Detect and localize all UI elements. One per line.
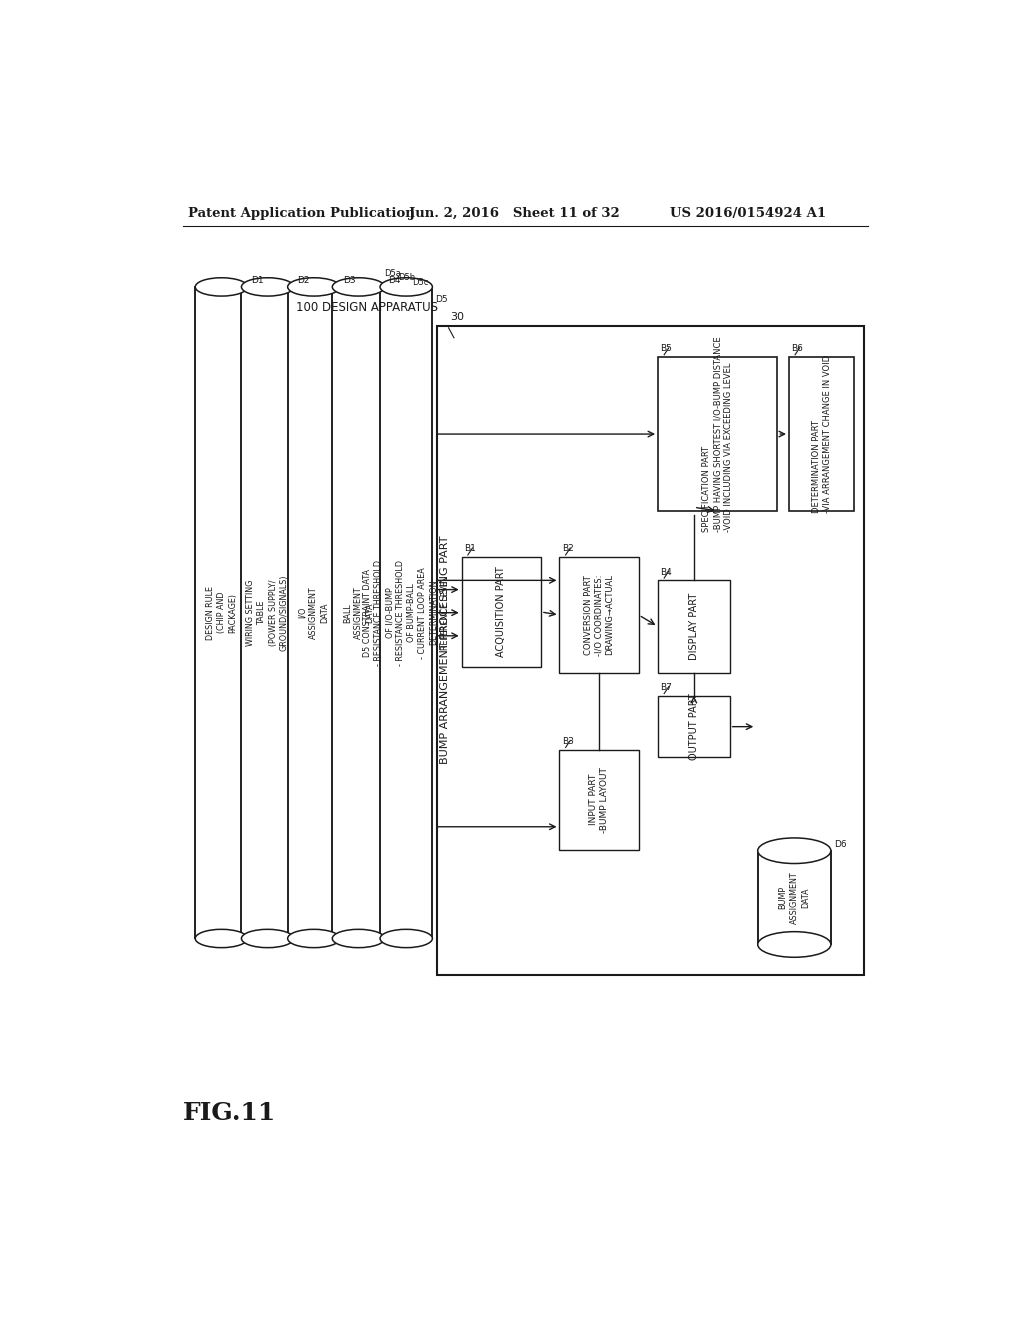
- Text: D5a: D5a: [384, 268, 400, 277]
- Text: WIRING SETTING
TABLE
(POWER SUPPLY/
GROUND/SIGNALS): WIRING SETTING TABLE (POWER SUPPLY/ GROU…: [247, 574, 289, 651]
- Text: BUMP ARRANGEMENT PROCESSING PART: BUMP ARRANGEMENT PROCESSING PART: [439, 536, 450, 764]
- Bar: [242, 286, 294, 939]
- Text: Patent Application Publication: Patent Application Publication: [188, 207, 415, 220]
- Bar: [196, 286, 248, 939]
- Text: 100 DESIGN APPARATUS: 100 DESIGN APPARATUS: [296, 301, 438, 314]
- Text: D5c: D5c: [412, 277, 428, 286]
- Text: DETERMINATION PART
-VIA ARRANGEMENT CHANGE IN VOID: DETERMINATION PART -VIA ARRANGEMENT CHAN…: [812, 355, 831, 513]
- Ellipse shape: [380, 277, 432, 296]
- Text: D4: D4: [388, 276, 400, 285]
- Text: CONVERSION PART
-I/O COORDINATES:
DRAWING→ACTUAL: CONVERSION PART -I/O COORDINATES: DRAWIN…: [585, 574, 614, 656]
- Bar: [288, 286, 340, 939]
- Text: B3: B3: [562, 737, 573, 746]
- Text: SPECIFICATION PART
-BUMP HAVING SHORTEST I/O-BUMP DISTANCE
-VOID INCLUDING VIA E: SPECIFICATION PART -BUMP HAVING SHORTEST…: [702, 337, 733, 532]
- Text: Jun. 2, 2016   Sheet 11 of 32: Jun. 2, 2016 Sheet 11 of 32: [410, 207, 621, 220]
- Text: B1: B1: [464, 544, 476, 553]
- Ellipse shape: [333, 277, 385, 296]
- Text: OUTPUT PART: OUTPUT PART: [689, 693, 698, 760]
- Bar: [462, 557, 541, 667]
- Text: D2: D2: [297, 276, 309, 285]
- Bar: [559, 557, 639, 673]
- Text: D5: D5: [435, 294, 449, 304]
- Ellipse shape: [242, 929, 294, 948]
- Ellipse shape: [333, 929, 385, 948]
- Ellipse shape: [380, 929, 432, 948]
- Text: 30: 30: [451, 313, 464, 322]
- Ellipse shape: [196, 929, 248, 948]
- Bar: [788, 358, 854, 511]
- Bar: [658, 581, 730, 673]
- Bar: [380, 286, 432, 939]
- Text: B7: B7: [660, 682, 672, 692]
- Text: B5: B5: [660, 345, 672, 354]
- Text: INPUT PART
-BUMP LAYOUT: INPUT PART -BUMP LAYOUT: [590, 767, 609, 833]
- Bar: [437, 326, 863, 974]
- Text: D3: D3: [343, 276, 355, 285]
- Ellipse shape: [288, 929, 340, 948]
- Ellipse shape: [758, 932, 830, 957]
- Text: DISPLAY PART: DISPLAY PART: [689, 593, 698, 660]
- Text: I/O
ASSIGNMENT
DATA: I/O ASSIGNMENT DATA: [298, 586, 330, 639]
- Text: D6: D6: [834, 841, 847, 849]
- Text: D1: D1: [251, 276, 263, 285]
- Text: D5b: D5b: [397, 273, 415, 282]
- Text: D5 CONSTRAINT DATA
- RESISTANCE THRESHOLD
OF I/O-BUMP
- RESISTANCE THRESHOLD
OF : D5 CONSTRAINT DATA - RESISTANCE THRESHOL…: [362, 560, 450, 665]
- Ellipse shape: [288, 277, 340, 296]
- Bar: [559, 750, 639, 850]
- Text: US 2016/0154924 A1: US 2016/0154924 A1: [670, 207, 825, 220]
- Text: DESIGN RULE
(CHIP AND
PACKAGE): DESIGN RULE (CHIP AND PACKAGE): [206, 586, 237, 640]
- Text: B4: B4: [660, 568, 672, 577]
- Ellipse shape: [758, 838, 830, 863]
- Bar: [333, 286, 385, 939]
- Text: ACQUISITION PART: ACQUISITION PART: [497, 566, 506, 657]
- Text: BUMP
ASSIGNMENT
DATA: BUMP ASSIGNMENT DATA: [778, 871, 810, 924]
- Ellipse shape: [196, 277, 248, 296]
- Bar: [658, 696, 730, 758]
- Bar: [758, 850, 830, 945]
- Ellipse shape: [242, 277, 294, 296]
- Text: B2: B2: [562, 544, 573, 553]
- Text: B6: B6: [792, 345, 803, 354]
- Bar: [658, 358, 777, 511]
- Text: FIG.11: FIG.11: [183, 1101, 276, 1125]
- Text: BALL
ASSIGNMENT
DATA: BALL ASSIGNMENT DATA: [343, 586, 374, 639]
